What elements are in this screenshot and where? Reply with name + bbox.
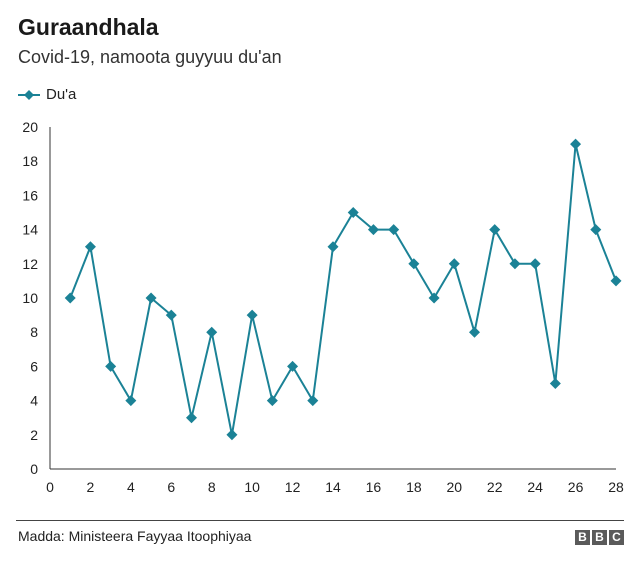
y-tick-label: 8 xyxy=(30,324,38,340)
y-tick-label: 4 xyxy=(30,393,38,409)
y-tick-label: 16 xyxy=(22,187,38,203)
x-tick-label: 12 xyxy=(285,479,301,495)
data-point xyxy=(367,224,379,236)
data-point xyxy=(570,138,582,150)
y-tick-label: 14 xyxy=(22,222,38,238)
data-point xyxy=(428,292,440,304)
x-tick-label: 6 xyxy=(167,479,175,495)
data-point xyxy=(590,224,602,236)
data-point xyxy=(347,207,359,218)
y-tick-label: 0 xyxy=(30,461,38,477)
data-point xyxy=(327,241,339,253)
x-tick-label: 14 xyxy=(325,479,341,495)
data-point xyxy=(469,326,480,338)
y-tick-label: 10 xyxy=(22,290,38,306)
x-tick-label: 28 xyxy=(608,479,624,495)
x-tick-label: 8 xyxy=(208,479,216,495)
x-tick-label: 24 xyxy=(527,479,543,495)
logo-letter: B xyxy=(592,530,607,545)
data-point xyxy=(125,395,137,407)
logo-letter: B xyxy=(575,530,590,545)
data-point xyxy=(266,395,278,407)
data-point xyxy=(529,258,541,270)
x-tick-label: 20 xyxy=(446,479,462,495)
data-point xyxy=(226,429,238,441)
data-point xyxy=(64,292,76,304)
chart-subtitle: Covid-19, namoota guyyuu du'an xyxy=(18,47,282,67)
footer-divider xyxy=(16,520,624,521)
x-tick-label: 4 xyxy=(127,479,135,495)
data-point xyxy=(509,258,521,270)
y-tick-label: 18 xyxy=(22,153,38,169)
x-tick-label: 16 xyxy=(366,479,382,495)
legend-label: Du'a xyxy=(46,86,77,103)
data-point xyxy=(105,360,117,372)
data-point xyxy=(610,275,622,287)
data-point xyxy=(549,378,561,389)
legend: Du'a xyxy=(18,86,76,103)
x-tick-label: 26 xyxy=(568,479,584,495)
x-tick-label: 22 xyxy=(487,479,503,495)
x-tick-label: 10 xyxy=(244,479,260,495)
source-note: Madda: Ministeera Fayyaa Itoophiyaa xyxy=(18,528,252,544)
data-point xyxy=(246,309,258,321)
series-line xyxy=(69,143,617,436)
data-point xyxy=(448,258,460,270)
x-tick-label: 0 xyxy=(46,479,54,495)
y-tick-label: 20 xyxy=(22,119,38,135)
y-tick-label: 12 xyxy=(22,256,38,272)
x-tick-label: 2 xyxy=(87,479,95,495)
bbc-logo: B B C xyxy=(575,530,624,545)
y-tick-label: 6 xyxy=(30,358,38,374)
chart-title: Guraandhala xyxy=(18,14,159,40)
x-tick-label: 18 xyxy=(406,479,422,495)
data-point xyxy=(489,224,501,236)
data-point xyxy=(206,326,218,338)
data-point xyxy=(287,360,299,372)
logo-letter: C xyxy=(609,530,624,545)
data-point xyxy=(408,258,420,270)
data-point xyxy=(388,224,400,236)
data-point xyxy=(307,395,319,407)
y-tick-label: 2 xyxy=(30,427,38,443)
data-point xyxy=(165,309,177,321)
data-point xyxy=(186,412,197,424)
data-point xyxy=(145,292,157,304)
data-point xyxy=(84,241,96,253)
legend-marker-icon xyxy=(18,89,40,100)
